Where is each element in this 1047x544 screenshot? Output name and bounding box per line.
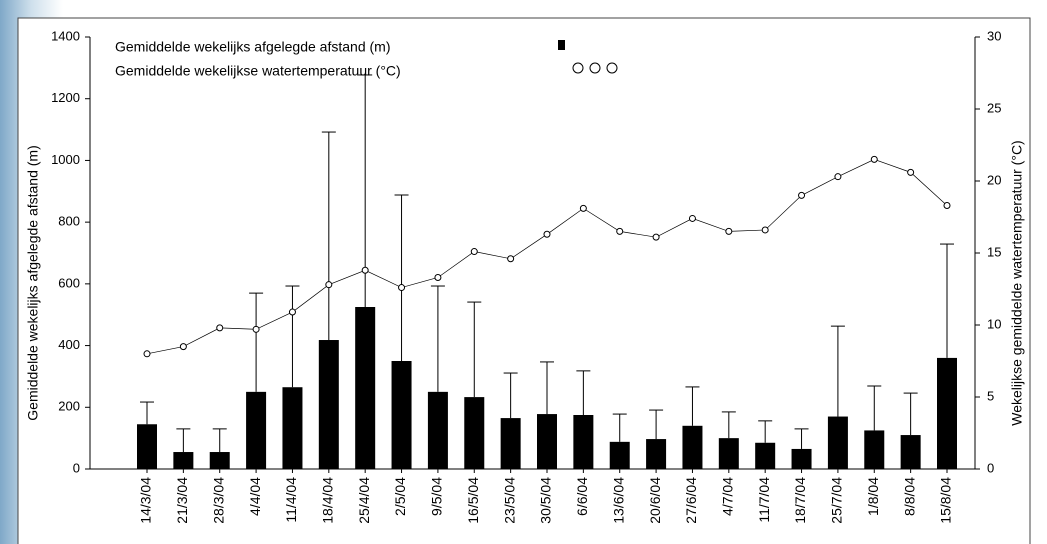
y-tick-label: 1400 (51, 28, 80, 43)
x-tick-label: 18/4/04 (320, 477, 336, 524)
x-tick-label: 27/6/04 (683, 477, 699, 524)
temperature-point (725, 227, 733, 235)
temperature-point (834, 173, 842, 181)
bar (391, 361, 412, 469)
temperature-point (798, 191, 806, 199)
temperature-point (507, 255, 515, 263)
bar (173, 452, 194, 469)
x-tick-label: 2/5/04 (392, 477, 408, 516)
temperature-point (761, 226, 769, 234)
x-tick-label: 21/3/04 (174, 477, 190, 524)
temperature-point (543, 230, 551, 238)
x-tick-label: 20/6/04 (647, 477, 663, 524)
x-tick-label: 14/3/04 (138, 477, 154, 524)
legend-swatch (589, 62, 601, 74)
temperature-point (907, 168, 915, 176)
y-axis-label: Gemiddelde wekelijks afgelegde afstand (… (25, 145, 41, 420)
legend-swatch (558, 40, 565, 50)
bar (318, 340, 339, 469)
x-tick-label: 16/5/04 (465, 477, 481, 524)
y2-tick-label: 0 (987, 460, 994, 475)
bar (900, 435, 921, 469)
temperature-point (470, 248, 478, 256)
temperature-point (179, 343, 187, 351)
temperature-point (398, 284, 406, 292)
temperature-point (579, 204, 587, 212)
temperature-point (325, 281, 333, 289)
bar (609, 441, 630, 469)
x-tick-label: 1/8/04 (865, 477, 881, 516)
bar (646, 439, 667, 469)
bar (427, 391, 448, 469)
x-tick-label: 8/8/04 (901, 477, 917, 516)
legend-label: Gemiddelde wekelijks afgelegde afstand (… (115, 39, 390, 55)
bar (355, 307, 376, 469)
temperature-point (616, 227, 624, 235)
bar (464, 397, 485, 469)
x-tick-label: 23/5/04 (501, 477, 517, 524)
x-tick-label: 25/7/04 (829, 477, 845, 524)
x-tick-label: 11/4/04 (283, 477, 299, 523)
temperature-point (434, 273, 442, 281)
bar (755, 442, 776, 469)
x-tick-label: 6/6/04 (574, 477, 590, 516)
bar (864, 430, 885, 469)
temperature-point (288, 308, 296, 316)
temperature-point (252, 325, 260, 333)
bar (137, 424, 157, 469)
legend-swatch (606, 62, 618, 74)
y-tick-label: 1200 (51, 90, 80, 105)
y2-tick-label: 30 (987, 28, 1001, 43)
x-tick-label: 4/7/04 (720, 477, 736, 516)
y2-tick-label: 15 (987, 244, 1001, 259)
bar (537, 414, 557, 469)
y2-tick-label: 5 (987, 388, 994, 403)
x-tick-label: 15/8/04 (938, 477, 954, 524)
x-tick-label: 11/7/04 (756, 477, 772, 523)
bar (282, 387, 303, 469)
temperature-point (216, 324, 224, 332)
x-tick-label: 13/6/04 (610, 477, 626, 524)
bar (791, 448, 812, 469)
x-tick-label: 4/4/04 (247, 477, 263, 516)
y-tick-label: 0 (73, 460, 80, 475)
y2-axis-label: Wekelijkse gemiddelde watertemperatuur (… (1009, 140, 1025, 425)
temperature-point (143, 350, 151, 358)
y-tick-label: 800 (58, 214, 80, 229)
y-tick-label: 600 (58, 275, 80, 290)
x-tick-label: 30/5/04 (538, 477, 554, 524)
y2-tick-label: 25 (987, 100, 1001, 115)
bar (500, 418, 521, 469)
temperature-point (688, 214, 696, 222)
bar (682, 425, 703, 469)
y2-tick-label: 20 (987, 172, 1001, 187)
x-tick-label: 25/4/04 (356, 477, 372, 524)
bar (937, 357, 957, 469)
y2-tick-label: 10 (987, 316, 1001, 331)
y-tick-label: 200 (58, 399, 80, 414)
x-tick-label: 18/7/04 (792, 477, 808, 524)
x-tick-label: 9/5/04 (429, 477, 445, 516)
bar (209, 452, 230, 469)
x-tick-label: 28/3/04 (210, 477, 226, 524)
bar (246, 391, 267, 469)
legend-label: Gemiddelde wekelijkse watertemperatuur (… (115, 63, 401, 79)
temperature-point (943, 201, 951, 209)
y-tick-label: 400 (58, 337, 80, 352)
legend-swatch (572, 62, 584, 74)
bar (827, 416, 848, 469)
y-tick-label: 1000 (51, 152, 80, 167)
bar (573, 415, 594, 469)
bar (718, 438, 739, 469)
temperature-point (361, 266, 369, 274)
temperature-point (652, 233, 660, 241)
temperature-point (870, 155, 878, 163)
